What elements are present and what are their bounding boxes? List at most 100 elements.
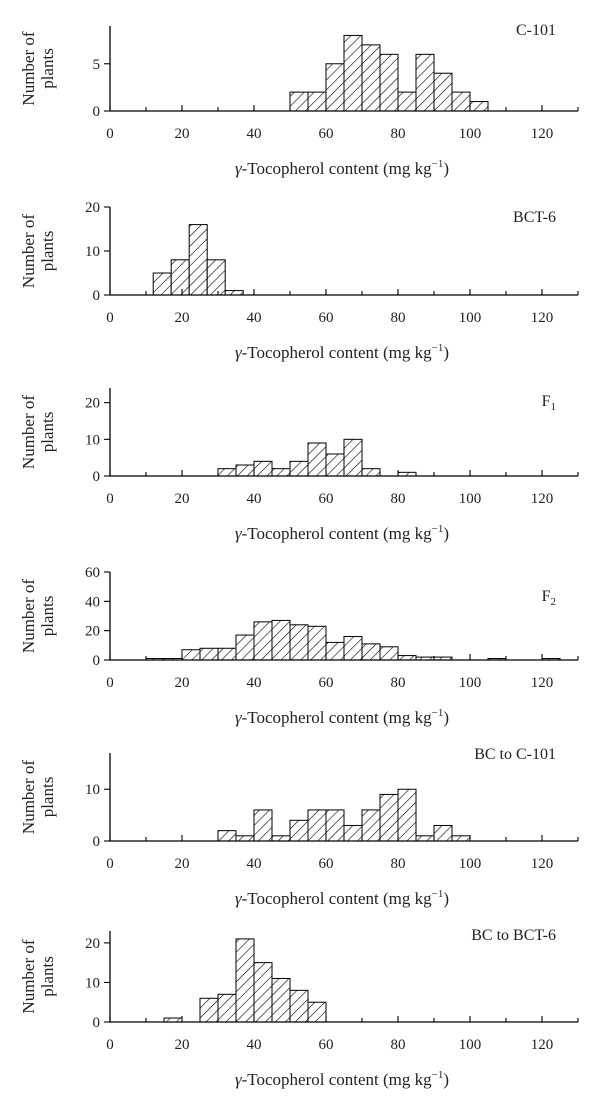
bar-4-13 bbox=[361, 643, 381, 661]
x-tick-label: 20 bbox=[175, 1037, 190, 1053]
bar-5-3 bbox=[253, 809, 273, 842]
x-tick-label: 100 bbox=[459, 1037, 482, 1053]
bar-1-2 bbox=[307, 91, 327, 112]
x-tick-label: 80 bbox=[391, 856, 406, 872]
x-tick-label: 20 bbox=[175, 126, 190, 142]
x-tick-label: 40 bbox=[247, 675, 262, 691]
bar-3-6 bbox=[307, 442, 327, 477]
bar-1-6 bbox=[379, 53, 399, 112]
bar-5-2 bbox=[235, 835, 255, 842]
panel-label: F2 bbox=[542, 588, 556, 608]
x-tick-label: 120 bbox=[531, 675, 554, 691]
x-axis-label: γ-Tocopherol content (mg kg−1) bbox=[235, 888, 449, 908]
panel-label: BC to C-101 bbox=[474, 746, 556, 763]
x-tick-label: 100 bbox=[459, 310, 482, 326]
bar-5-9 bbox=[361, 809, 381, 842]
x-tick-label: 40 bbox=[247, 491, 262, 507]
x-axis-label: γ-Tocopherol content (mg kg−1) bbox=[235, 523, 449, 543]
histogram-panel-4: 0 20 40 60 80 100 120 0 20 40 60 Number ofplants γ-T… bbox=[19, 565, 579, 727]
panel-label: BC to BCT-6 bbox=[471, 927, 556, 944]
bar-6-7 bbox=[289, 989, 309, 1023]
y-tick-label: 40 bbox=[85, 594, 100, 610]
bar-2-5 bbox=[224, 290, 244, 296]
bar-1-8 bbox=[415, 53, 435, 112]
bar-5-5 bbox=[289, 819, 309, 842]
y-tick-label: 20 bbox=[85, 396, 100, 412]
y-tick-label: 0 bbox=[93, 653, 101, 669]
bar-1-1 bbox=[289, 91, 309, 112]
bar-1-5 bbox=[361, 44, 381, 112]
y-tick-label: 0 bbox=[93, 1015, 101, 1031]
bar-6-2 bbox=[199, 997, 219, 1023]
bar-3-4 bbox=[271, 468, 291, 477]
bar-6-4 bbox=[235, 938, 255, 1023]
bar-4-11 bbox=[325, 641, 345, 661]
x-tick-label: 100 bbox=[459, 491, 482, 507]
y-tick-label: 0 bbox=[93, 834, 101, 850]
x-tick-label: 80 bbox=[391, 126, 406, 142]
bar-6-8 bbox=[307, 1001, 327, 1023]
bar-4-7 bbox=[253, 621, 273, 661]
x-axis-label: γ-Tocopherol content (mg kg−1) bbox=[235, 1069, 449, 1089]
bar-4-15 bbox=[397, 655, 417, 661]
bar-1-9 bbox=[433, 72, 453, 112]
bar-2-3 bbox=[188, 224, 208, 296]
x-tick-label: 100 bbox=[459, 856, 482, 872]
y-axis-label: Number ofplants bbox=[19, 579, 57, 653]
bar-5-14 bbox=[451, 835, 471, 842]
x-tick-label: 0 bbox=[106, 675, 114, 691]
x-tick-label: 40 bbox=[247, 310, 262, 326]
bar-1-4 bbox=[343, 34, 363, 112]
y-tick-label: 0 bbox=[93, 288, 101, 304]
bar-2-4 bbox=[206, 259, 226, 296]
y-axis-label: Number ofplants bbox=[19, 31, 57, 105]
bar-4-8 bbox=[271, 619, 291, 661]
bar-6-3 bbox=[217, 993, 237, 1023]
x-tick-label: 60 bbox=[319, 1037, 334, 1053]
x-tick-label: 120 bbox=[531, 491, 554, 507]
histogram-panel-6: 0 20 40 60 80 100 120 0 10 20 Number ofplants γ-Toc… bbox=[19, 927, 579, 1089]
x-tick-label: 120 bbox=[531, 310, 554, 326]
bar-5-12 bbox=[415, 835, 435, 842]
bar-3-2 bbox=[235, 464, 255, 477]
x-tick-label: 0 bbox=[106, 126, 114, 142]
y-tick-label: 10 bbox=[85, 432, 100, 448]
x-tick-label: 60 bbox=[319, 310, 334, 326]
bar-2-2 bbox=[170, 259, 190, 296]
bar-5-13 bbox=[433, 824, 453, 842]
x-tick-label: 0 bbox=[106, 1037, 114, 1053]
y-axis-label: Number ofplants bbox=[19, 939, 57, 1013]
bar-4-3 bbox=[181, 649, 201, 661]
x-tick-label: 80 bbox=[391, 1037, 406, 1053]
bar-3-3 bbox=[253, 460, 273, 477]
panel-label: BCT-6 bbox=[513, 209, 556, 226]
bar-3-9 bbox=[361, 468, 381, 477]
x-tick-label: 60 bbox=[319, 126, 334, 142]
y-tick-label: 60 bbox=[85, 565, 100, 581]
bar-1-11 bbox=[469, 101, 489, 112]
x-tick-label: 20 bbox=[175, 491, 190, 507]
x-tick-label: 100 bbox=[459, 675, 482, 691]
x-tick-label: 20 bbox=[175, 856, 190, 872]
bar-6-6 bbox=[271, 977, 291, 1023]
histogram-panel-2: 0 20 40 60 80 100 120 0 10 20 Number ofplants γ-Toc… bbox=[19, 200, 579, 362]
bar-5-1 bbox=[217, 830, 237, 842]
bar-5-10 bbox=[379, 793, 399, 842]
bar-5-7 bbox=[325, 809, 345, 842]
bar-5-4 bbox=[271, 835, 291, 842]
histogram-panel-1: 0 20 40 60 80 100 120 0 5 Number ofplants γ-Tocoph… bbox=[19, 22, 579, 178]
bar-6-5 bbox=[253, 962, 273, 1023]
x-tick-label: 40 bbox=[247, 856, 262, 872]
x-tick-label: 120 bbox=[531, 1037, 554, 1053]
bar-5-11 bbox=[397, 788, 417, 842]
y-tick-label: 10 bbox=[85, 782, 100, 798]
bar-4-14 bbox=[379, 646, 399, 661]
x-axis-label: γ-Tocopherol content (mg kg−1) bbox=[235, 707, 449, 727]
x-tick-label: 60 bbox=[319, 491, 334, 507]
x-tick-label: 60 bbox=[319, 675, 334, 691]
y-axis-label: Number ofplants bbox=[19, 214, 57, 288]
x-tick-label: 120 bbox=[531, 126, 554, 142]
bar-2-1 bbox=[152, 272, 172, 296]
panel-label: F1 bbox=[542, 393, 556, 413]
x-tick-label: 0 bbox=[106, 491, 114, 507]
